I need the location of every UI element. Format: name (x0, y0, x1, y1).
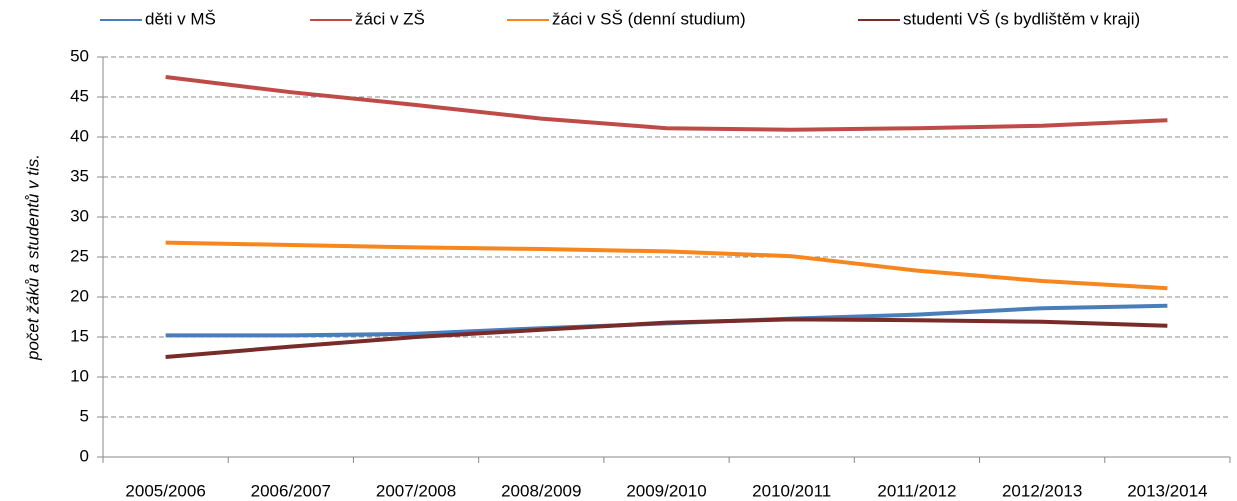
y-tick-label: 20 (70, 286, 89, 305)
y-tick-label: 45 (70, 86, 89, 105)
y-tick-label: 10 (70, 366, 89, 385)
x-tick-label: 2013/2014 (1127, 481, 1207, 500)
line-series (165, 317, 1168, 359)
x-tick-label: 2007/2008 (376, 481, 456, 500)
legend-label: žáci v ZŠ (355, 9, 425, 28)
y-tick-label: 50 (70, 46, 89, 65)
y-tick-label: 5 (80, 406, 89, 425)
legend-label: studenti VŠ (s bydlištěm v kraji) (903, 9, 1140, 28)
y-tick-label: 25 (70, 246, 89, 265)
y-tick-label: 0 (80, 446, 89, 465)
x-tick-label: 2008/2009 (501, 481, 581, 500)
legend-label: děti v MŠ (145, 9, 216, 28)
y-tick-label: 30 (70, 206, 89, 225)
x-tick-label: 2006/2007 (251, 481, 331, 500)
y-tick-label: 35 (70, 166, 89, 185)
x-tick-label: 2011/2012 (877, 481, 956, 500)
line-series (165, 75, 1168, 132)
y-axis-label: počet žáků a studentů v tis. (23, 154, 42, 361)
y-tick-label: 40 (70, 126, 89, 145)
legend-label: žáci v SŠ (denní studium) (552, 9, 746, 28)
x-tick-label: 2009/2010 (626, 481, 706, 500)
x-tick-label: 2005/2006 (125, 481, 205, 500)
x-tick-label: 2010/2011 (752, 481, 831, 500)
line-series (165, 240, 1168, 291)
x-tick-label: 2012/2013 (1002, 481, 1082, 500)
y-tick-label: 15 (70, 326, 89, 345)
